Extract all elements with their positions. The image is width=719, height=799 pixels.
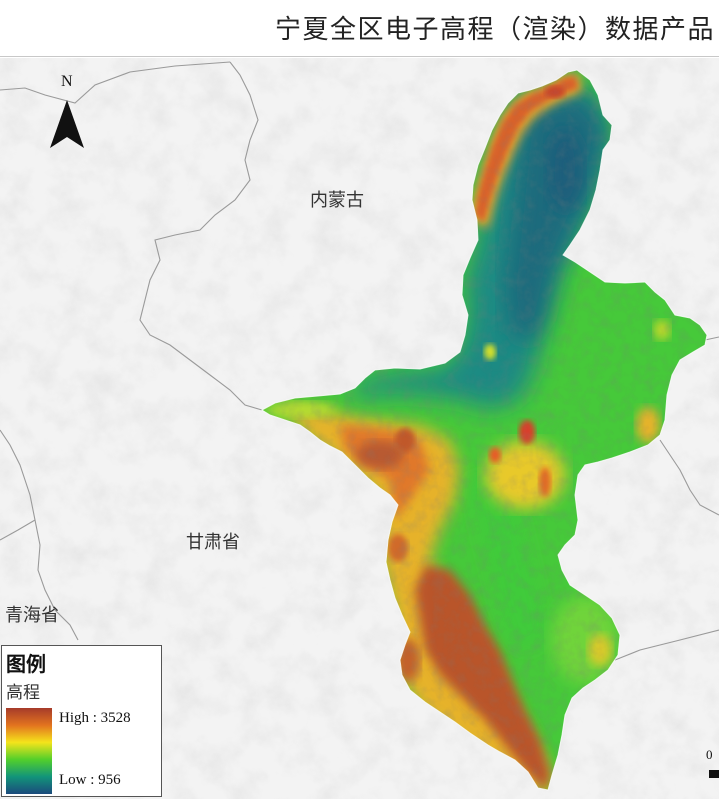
legend-title: 图例 (6, 652, 46, 676)
north-arrow-label: N (61, 73, 73, 90)
legend-high-value: High : 3528 (59, 710, 131, 726)
province-boundaries (0, 61, 719, 661)
legend-panel: 图例 高程 High : 3528 Low : 956 (1, 645, 162, 797)
boundary-line (0, 61, 231, 104)
boundary-line (139, 61, 263, 411)
boundary-line (0, 429, 79, 641)
region-label-qinghai: 青海省 (5, 605, 59, 625)
region-label-gansu: 甘肃省 (186, 532, 240, 552)
scale-bar-label: 0 (706, 747, 713, 762)
legend-color-ramp (6, 708, 52, 794)
north-arrow-icon (50, 100, 84, 148)
legend-low-value: Low : 956 (59, 772, 121, 788)
north-arrow: N (50, 73, 84, 148)
boundary-line (659, 439, 719, 516)
boundary-line (704, 336, 719, 341)
boundary-line (0, 519, 36, 541)
scale-bar (709, 770, 719, 778)
region-label-inner-mongolia: 内蒙古 (310, 190, 364, 210)
boundary-line (614, 629, 719, 661)
legend-layer-name: 高程 (6, 683, 40, 703)
header-bar: 宁夏全区电子高程（渲染）数据产品 (0, 0, 719, 57)
page-title: 宁夏全区电子高程（渲染）数据产品 (274, 15, 715, 45)
